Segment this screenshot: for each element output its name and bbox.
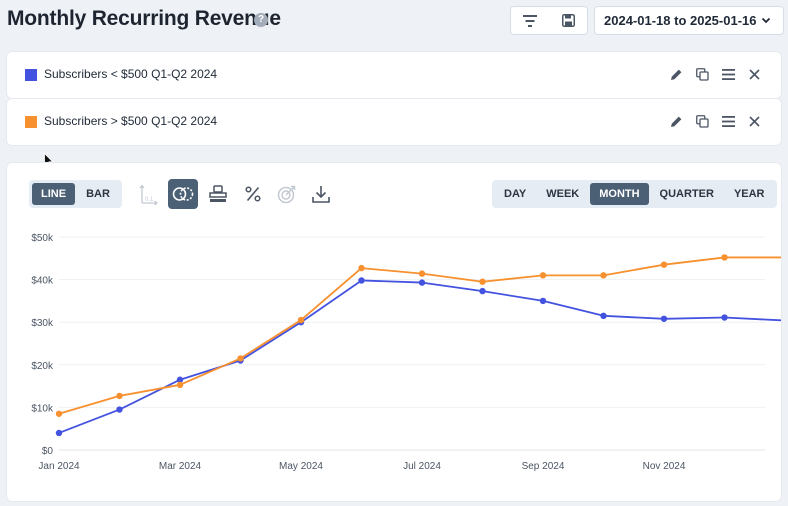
x-tick-label: May 2024 — [279, 461, 323, 472]
y-tick-label: $30k — [31, 318, 54, 329]
goal-icon — [277, 185, 296, 204]
series-line-1 — [58, 279, 781, 434]
compare-button[interactable] — [168, 179, 198, 209]
data-point — [479, 278, 486, 285]
data-point — [237, 355, 244, 362]
data-point — [539, 297, 547, 305]
help-icon[interactable]: ? — [254, 13, 268, 27]
copy-icon — [696, 68, 709, 81]
series-menu-button[interactable] — [720, 66, 737, 83]
y-tick-label: $10k — [31, 403, 54, 414]
percent-button[interactable] — [238, 179, 268, 209]
data-point — [539, 272, 547, 279]
data-point — [600, 272, 607, 279]
svg-text:0,1: 0,1 — [145, 197, 154, 203]
period-option-quarter[interactable]: QUARTER — [659, 188, 714, 200]
data-point — [418, 279, 426, 286]
chart-panel: LINE BAR 0,1 — [7, 163, 781, 501]
x-tick-label: Jan 2024 — [38, 461, 80, 472]
period-toggle: DAY WEEK MONTH QUARTER YEAR — [492, 180, 777, 208]
filter-icon — [523, 14, 537, 27]
goal-button[interactable] — [272, 179, 302, 209]
series-label: Subscribers < $500 Q1-Q2 2024 — [44, 67, 218, 81]
x-tick-label: Nov 2024 — [643, 461, 686, 472]
copy-icon — [696, 115, 709, 128]
bar-chart-option[interactable]: BAR — [86, 188, 110, 200]
pencil-icon — [671, 116, 682, 127]
line-chart: $0 $10k $20k $30k $40k $50k Jan 2024 Mar 2024 Ma… — [31, 233, 781, 472]
stack-button[interactable] — [203, 179, 233, 209]
pencil-icon — [671, 69, 682, 80]
period-option-week[interactable]: WEEK — [546, 188, 580, 200]
period-option-year[interactable]: YEAR — [733, 188, 765, 200]
save-icon — [561, 14, 575, 27]
date-range-value: 2024-01-18 to 2025-01-16 — [604, 13, 757, 28]
menu-icon — [722, 69, 735, 80]
data-point — [721, 254, 728, 261]
compare-icon — [172, 187, 194, 201]
duplicate-series-button[interactable] — [694, 113, 711, 130]
series-color-swatch — [25, 116, 37, 128]
page-header: Monthly Recurring Revenue ? 2024-01-18 t… — [0, 0, 788, 44]
axis-icon: 0,1 — [139, 184, 159, 205]
close-icon — [749, 116, 760, 127]
series-card: Subscribers < $500 Q1-Q2 2024 — [7, 52, 781, 98]
page-title: Monthly Recurring Revenue — [7, 7, 281, 30]
series-menu-button[interactable] — [720, 113, 737, 130]
data-point — [358, 277, 365, 284]
save-button[interactable] — [549, 7, 587, 34]
date-range-select[interactable]: 2024-01-18 to 2025-01-16 — [594, 6, 784, 35]
data-point — [358, 264, 365, 272]
stack-icon — [209, 185, 227, 202]
data-point — [176, 376, 184, 383]
data-point — [479, 287, 486, 295]
data-point — [116, 406, 123, 413]
data-point — [660, 315, 668, 322]
y-tick-label: $50k — [31, 233, 54, 244]
data-point — [116, 392, 123, 400]
period-option-day[interactable]: DAY — [504, 188, 527, 200]
chevron-down-icon — [761, 17, 771, 24]
x-tick-label: Mar 2024 — [159, 461, 202, 472]
series-label: Subscribers > $500 Q1-Q2 2024 — [44, 114, 218, 128]
edit-series-button[interactable] — [668, 66, 685, 83]
axis-button[interactable]: 0,1 — [133, 179, 163, 209]
close-icon — [749, 69, 760, 80]
percent-icon — [245, 186, 261, 202]
y-tick-label: $40k — [31, 276, 54, 287]
duplicate-series-button[interactable] — [694, 66, 711, 83]
y-tick-label: $20k — [31, 361, 54, 372]
data-point — [176, 381, 184, 389]
data-point — [600, 312, 607, 320]
chart-type-toggle: LINE BAR — [29, 180, 122, 208]
data-point — [55, 410, 63, 417]
data-point — [660, 261, 668, 268]
filter-button[interactable] — [511, 7, 549, 34]
period-option-month[interactable]: MONTH — [590, 183, 649, 205]
series-color-swatch — [25, 69, 37, 81]
x-tick-label: Sep 2024 — [522, 461, 565, 472]
line-chart-option[interactable]: LINE — [32, 183, 76, 205]
data-point — [55, 429, 63, 437]
y-tick-label: $0 — [42, 446, 54, 457]
download-icon — [312, 186, 330, 203]
edit-series-button[interactable] — [668, 113, 685, 130]
data-point — [721, 314, 728, 321]
data-point — [297, 316, 305, 324]
x-tick-label: Jul 2024 — [403, 461, 441, 472]
menu-icon — [722, 116, 735, 127]
download-button[interactable] — [306, 179, 336, 209]
data-point — [418, 270, 426, 277]
header-tool-group — [510, 6, 588, 35]
remove-series-button[interactable] — [746, 66, 763, 83]
remove-series-button[interactable] — [746, 113, 763, 130]
series-card: Subscribers > $500 Q1-Q2 2024 — [7, 99, 781, 145]
